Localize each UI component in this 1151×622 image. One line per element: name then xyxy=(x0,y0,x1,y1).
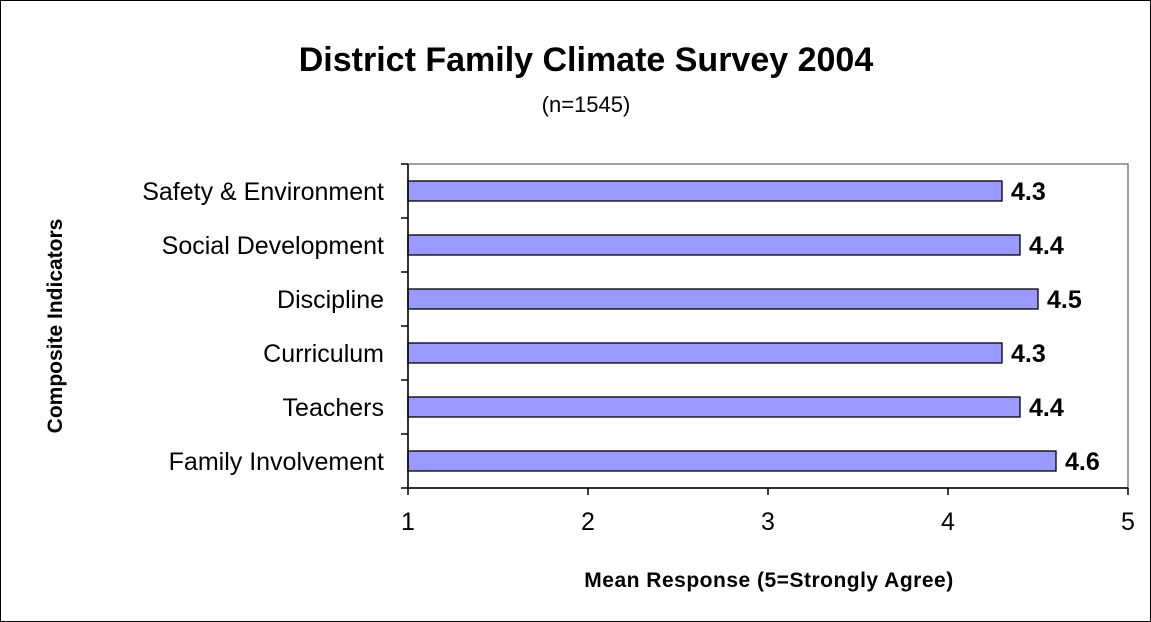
axes-layer: 1 2 3 4 5 xyxy=(401,163,1135,536)
bar xyxy=(407,450,1057,472)
category-label: Safety & Environment xyxy=(142,178,384,206)
data-label: 4.3 xyxy=(1011,178,1046,206)
bar xyxy=(407,234,1021,256)
data-label: 4.6 xyxy=(1065,448,1100,476)
x-tick-label: 3 xyxy=(761,508,775,536)
bars-layer xyxy=(407,180,1057,472)
category-label: Curriculum xyxy=(263,340,384,368)
chart-title: District Family Climate Survey 2004 xyxy=(299,41,874,79)
data-label: 4.3 xyxy=(1011,340,1046,368)
category-label: Social Development xyxy=(162,232,384,260)
category-label: Discipline xyxy=(277,286,384,314)
labels-layer: Safety & Environment 4.3 Social Developmen… xyxy=(142,178,1100,476)
bar xyxy=(407,396,1021,418)
x-tick-label: 1 xyxy=(401,508,415,536)
category-label: Teachers xyxy=(283,394,384,422)
chart-subtitle: (n=1545) xyxy=(542,92,631,117)
plot-area xyxy=(407,163,1129,489)
x-axis-title: Mean Response (5=Strongly Agree) xyxy=(584,569,953,592)
bar xyxy=(407,342,1003,364)
x-tick-label: 5 xyxy=(1121,508,1135,536)
bar xyxy=(407,288,1039,310)
category-label: Family Involvement xyxy=(169,448,384,476)
x-tick-label: 4 xyxy=(941,508,955,536)
x-tick-label: 2 xyxy=(581,508,595,536)
data-label: 4.4 xyxy=(1029,394,1064,422)
y-axis-title: Composite Indicators xyxy=(44,219,67,434)
bar xyxy=(407,180,1003,202)
data-label: 4.4 xyxy=(1029,232,1064,260)
data-label: 4.5 xyxy=(1047,286,1082,314)
